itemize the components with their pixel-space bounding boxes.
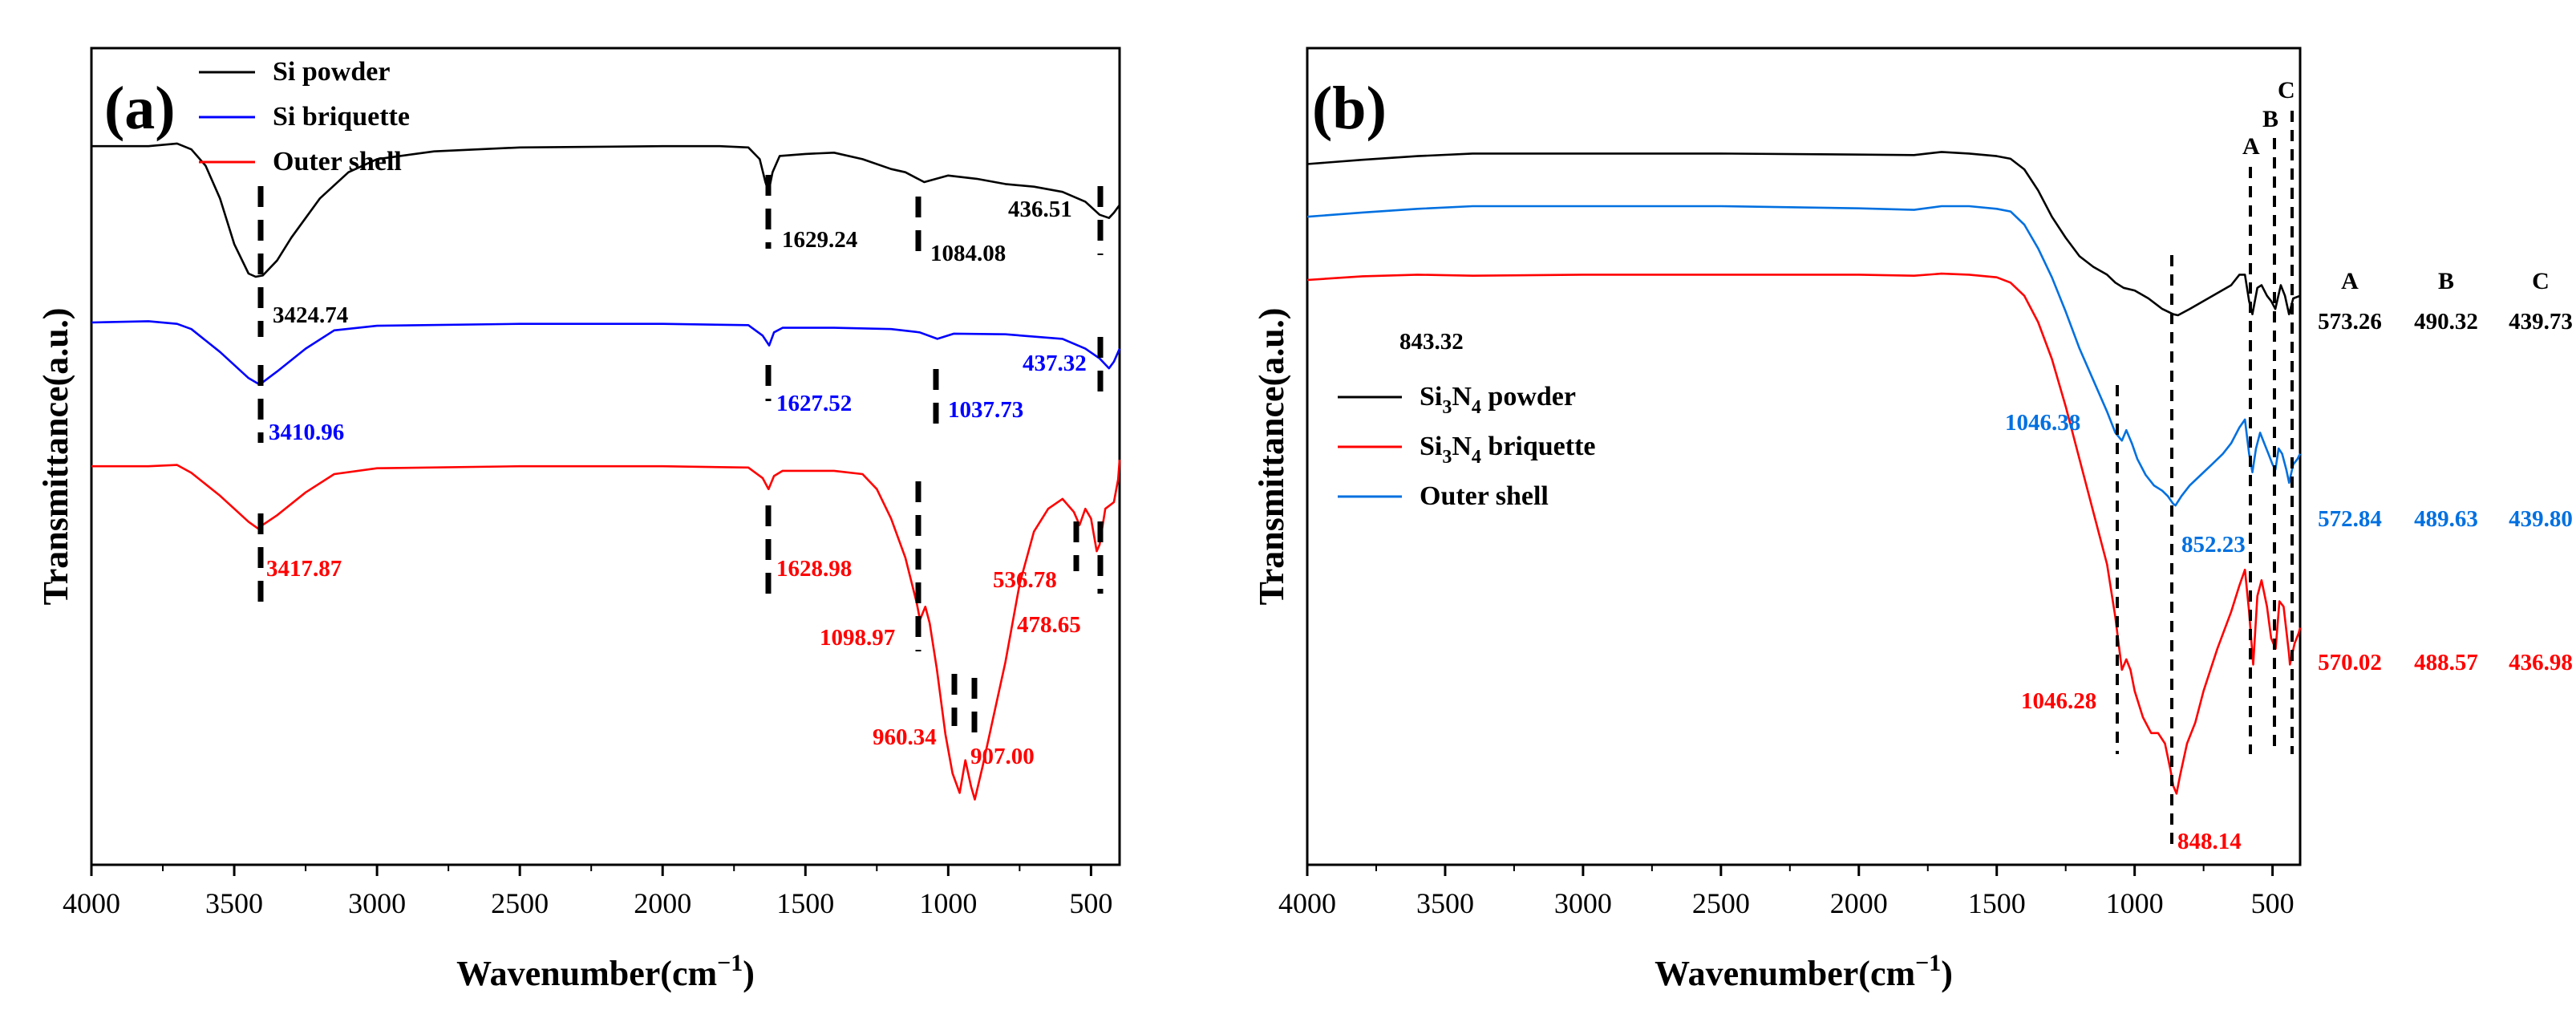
peak-table-value: 490.32 xyxy=(2414,309,2478,335)
x-tick-label: 4000 xyxy=(63,887,120,919)
peak-label: C xyxy=(2278,77,2295,103)
x-tick-label: 2500 xyxy=(491,887,549,919)
peak-label: 478.65 xyxy=(1017,612,1081,638)
legend-entry: Si powder xyxy=(273,57,390,87)
series-line-0 xyxy=(1306,151,2301,317)
legend-entry: Si briquette xyxy=(273,102,410,132)
peak-table-value: 436.98 xyxy=(2509,650,2573,675)
x-axis-title: Wavenumber(cm−1) xyxy=(456,950,755,993)
peak-label: 536.78 xyxy=(993,567,1057,593)
peak-label: 436.51 xyxy=(1008,197,1072,222)
peak-table-value: 572.84 xyxy=(2318,506,2382,532)
x-tick-label: 3000 xyxy=(1554,887,1612,919)
peak-table-header: C xyxy=(2532,268,2550,294)
peak-table-value: 439.80 xyxy=(2509,506,2573,532)
chart-panel-a: 4000 3500 3000 2500 2000 1500 1000 500 Wavenumbe… xyxy=(36,47,1121,993)
x-axis-title: Wavenumber(cm−1) xyxy=(1655,950,1953,993)
chart-panel-b: 4000 3500 3000 2500 2000 1500 1000 500 Wavenumbe… xyxy=(1252,47,2573,993)
x-tick-label: 2000 xyxy=(634,887,691,919)
y-axis-title: Transmittance(a.u.) xyxy=(36,308,75,606)
series-line-1 xyxy=(1306,272,2302,795)
y-axis-title: Transmittance(a.u.) xyxy=(1252,308,1291,606)
legend-entry: Outer shell xyxy=(1420,481,1549,511)
x-tick-label: 2000 xyxy=(1830,887,1888,919)
peak-label: 3424.74 xyxy=(273,302,348,328)
peak-table-value: 570.02 xyxy=(2318,650,2382,675)
peak-table-value: 489.63 xyxy=(2414,506,2478,532)
series-line-2 xyxy=(1306,205,2302,507)
x-tick-label: 500 xyxy=(1069,887,1112,919)
panel-label: (a) xyxy=(104,75,176,142)
peak-label: 1084.08 xyxy=(930,241,1006,266)
x-tick-label: 1000 xyxy=(2106,887,2164,919)
x-tick-label: 4000 xyxy=(1278,887,1336,919)
peak-label: 907.00 xyxy=(970,744,1035,769)
legend-entry: Si3N4 powder xyxy=(1420,382,1576,418)
peak-table-header: B xyxy=(2438,268,2454,294)
series-line-1 xyxy=(91,320,1121,386)
peak-label: B xyxy=(2262,106,2278,132)
peak-label: 1628.98 xyxy=(776,556,852,582)
plot-frame xyxy=(90,47,1121,866)
peak-table-value: 488.57 xyxy=(2414,650,2478,675)
legend-entry: Si3N4 briquette xyxy=(1420,432,1596,468)
peak-table-value: 573.26 xyxy=(2318,309,2382,335)
x-tick-label: 1500 xyxy=(776,887,834,919)
peak-label: 1627.52 xyxy=(776,391,852,416)
legend-entry: Outer shell xyxy=(273,147,402,176)
plot-frame xyxy=(1306,47,2302,866)
peak-label: 852.23 xyxy=(2181,532,2246,558)
x-tick-label: 3500 xyxy=(1416,887,1474,919)
x-tick-label: 500 xyxy=(2251,887,2295,919)
peak-label: 848.14 xyxy=(2177,829,2242,854)
x-tick-label: 1500 xyxy=(1968,887,2026,919)
peak-label: 3417.87 xyxy=(266,556,342,582)
peak-label: 1046.28 xyxy=(2021,688,2096,714)
x-tick-label: 1000 xyxy=(919,887,977,919)
peak-label: 1037.73 xyxy=(948,397,1023,423)
peak-label: A xyxy=(2242,133,2260,160)
panel-label: (b) xyxy=(1312,75,1387,142)
x-tick-label: 3500 xyxy=(205,887,263,919)
peak-table-header: A xyxy=(2341,268,2359,294)
peak-table-value: 439.73 xyxy=(2509,309,2573,335)
x-tick-label: 2500 xyxy=(1692,887,1750,919)
series-line-0 xyxy=(91,142,1121,278)
x-tick-label: 3000 xyxy=(348,887,406,919)
peak-label: 1629.24 xyxy=(782,227,857,253)
peak-label: 1046.38 xyxy=(2005,410,2080,436)
peak-label: 437.32 xyxy=(1023,351,1087,376)
peak-label: 1098.97 xyxy=(820,625,895,651)
peak-label: 960.34 xyxy=(873,724,937,750)
series-line-2 xyxy=(91,460,1121,801)
peak-label: 843.32 xyxy=(1399,329,1464,355)
peak-label: 3410.96 xyxy=(269,420,344,445)
